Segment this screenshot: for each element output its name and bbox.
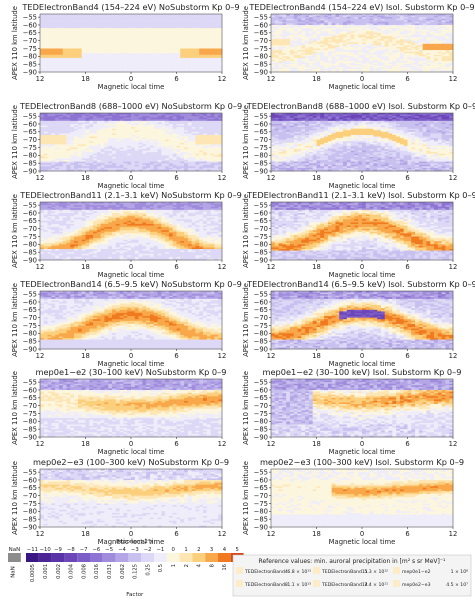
- x-axis-label: Magnetic local time: [329, 83, 396, 91]
- y-tick-label: −80: [23, 53, 37, 61]
- y-tick-label: −75: [254, 45, 268, 53]
- heatmap-panel: TEDElectronBand4 (154–224 eV) Isol. Subs…: [242, 2, 475, 91]
- x-tick-label: 0: [360, 75, 364, 83]
- x-tick-label: 12: [267, 75, 276, 83]
- y-tick-label: −65: [23, 29, 37, 37]
- heatmap-cells: [40, 14, 222, 72]
- y-tick-label: −80: [254, 53, 268, 61]
- heatmap-cells: [40, 113, 222, 171]
- heatmap-panel: TEDElectronBand4 (154–224 eV) NoSubstorm…: [11, 2, 240, 91]
- y-tick-label: −75: [23, 45, 37, 53]
- panel-title: TEDElectronBand4 (154–224 eV) Isol. Subs…: [248, 2, 474, 12]
- y-axis-label: APEX 110 km latitude: [242, 6, 250, 80]
- y-tick-label: −70: [23, 37, 37, 45]
- y-tick-label: −65: [254, 29, 268, 37]
- panel-title: TEDElectronBand8 (688–1000 eV) NoSubstor…: [19, 101, 242, 111]
- y-tick-label: −55: [254, 13, 268, 21]
- y-tick-label: −55: [23, 13, 37, 21]
- x-axis-label: Magnetic local time: [98, 83, 165, 91]
- heatmap-cells: [271, 14, 453, 72]
- x-tick-label: 12: [449, 75, 458, 83]
- x-tick-label: 12: [36, 75, 45, 83]
- x-tick-label: 0: [129, 75, 133, 83]
- x-tick-label: 18: [312, 75, 321, 83]
- x-tick-label: 18: [81, 75, 90, 83]
- y-tick-label: −60: [23, 21, 37, 29]
- y-axis-label: APEX 110 km latitude: [11, 6, 19, 80]
- x-tick-label: 6: [405, 75, 409, 83]
- heatmap-panels: TEDElectronBand4 (154–224 eV) NoSubstorm…: [11, 2, 475, 546]
- x-tick-label: 6: [174, 75, 178, 83]
- y-tick-label: −85: [23, 60, 37, 68]
- panel-title: TEDElectronBand4 (154–224 eV) NoSubstorm…: [21, 2, 239, 12]
- y-tick-label: −70: [254, 37, 268, 45]
- heatmap-panel: TEDElectronBand8 (688–1000 eV) NoSubstor…: [11, 101, 242, 190]
- y-tick-label: −85: [254, 60, 268, 68]
- y-tick-label: −60: [254, 21, 268, 29]
- x-tick-label: 12: [218, 75, 227, 83]
